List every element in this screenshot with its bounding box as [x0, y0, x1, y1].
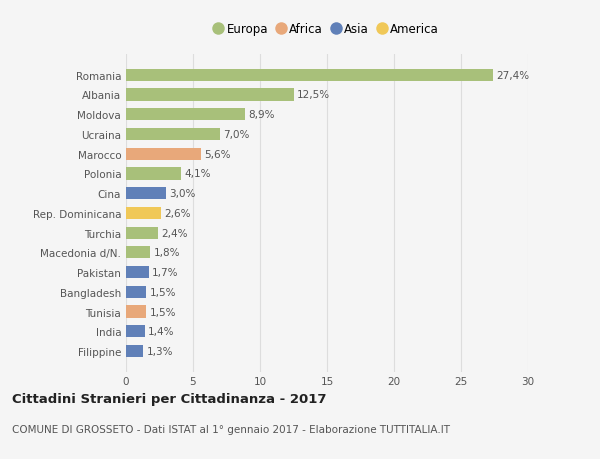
- Legend: Europa, Africa, Asia, America: Europa, Africa, Asia, America: [211, 20, 443, 40]
- Text: 2,6%: 2,6%: [164, 208, 191, 218]
- Text: 3,0%: 3,0%: [170, 189, 196, 199]
- Bar: [126, 109, 245, 121]
- Bar: [126, 247, 150, 259]
- Text: 8,9%: 8,9%: [248, 110, 275, 120]
- Bar: [126, 89, 293, 101]
- Bar: [126, 286, 146, 298]
- Text: 1,8%: 1,8%: [154, 248, 180, 258]
- Bar: [126, 207, 161, 219]
- Text: 1,5%: 1,5%: [149, 287, 176, 297]
- Bar: [126, 168, 181, 180]
- Bar: [126, 266, 149, 279]
- Text: COMUNE DI GROSSETO - Dati ISTAT al 1° gennaio 2017 - Elaborazione TUTTITALIA.IT: COMUNE DI GROSSETO - Dati ISTAT al 1° ge…: [12, 425, 450, 435]
- Bar: [126, 188, 166, 200]
- Bar: [126, 345, 143, 358]
- Text: 1,4%: 1,4%: [148, 327, 175, 336]
- Bar: [126, 306, 146, 318]
- Text: 7,0%: 7,0%: [223, 130, 250, 140]
- Bar: [126, 325, 145, 338]
- Text: Cittadini Stranieri per Cittadinanza - 2017: Cittadini Stranieri per Cittadinanza - 2…: [12, 392, 326, 405]
- Text: 5,6%: 5,6%: [205, 149, 231, 159]
- Text: 1,7%: 1,7%: [152, 268, 179, 278]
- Bar: [126, 148, 201, 161]
- Text: 2,4%: 2,4%: [161, 228, 188, 238]
- Text: 27,4%: 27,4%: [497, 71, 530, 81]
- Text: 12,5%: 12,5%: [297, 90, 330, 100]
- Bar: [126, 129, 220, 141]
- Bar: [126, 227, 158, 239]
- Bar: [126, 69, 493, 82]
- Text: 1,3%: 1,3%: [147, 346, 173, 356]
- Text: 1,5%: 1,5%: [149, 307, 176, 317]
- Text: 4,1%: 4,1%: [184, 169, 211, 179]
